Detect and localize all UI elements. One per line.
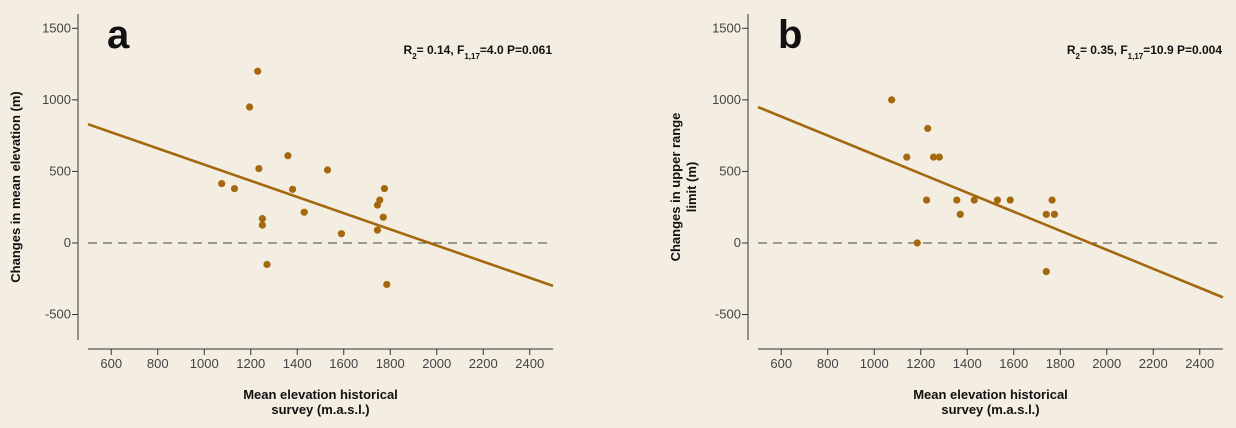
stats-annotation: R2= 0.14, F1,17=4.0 P=0.061 bbox=[404, 43, 553, 61]
data-point bbox=[935, 153, 943, 161]
data-point bbox=[993, 196, 1002, 204]
data-point bbox=[379, 213, 387, 221]
data-point bbox=[337, 230, 346, 238]
y-tick-label: 1500 bbox=[42, 20, 71, 35]
data-point bbox=[1006, 196, 1014, 204]
regression-line bbox=[757, 105, 1224, 299]
stat-text: = 0.14, F bbox=[417, 43, 465, 57]
data-point bbox=[1042, 210, 1050, 218]
stat-text: R bbox=[1067, 43, 1076, 57]
stat-subscript: 1,17 bbox=[1128, 52, 1144, 61]
data-point bbox=[953, 196, 961, 204]
data-point bbox=[380, 184, 389, 193]
stat-text: = 0.35, F bbox=[1080, 43, 1128, 57]
x-axis-title: survey (m.a.s.l.) bbox=[271, 402, 369, 417]
y-tick-label: -500 bbox=[45, 307, 71, 322]
data-point bbox=[258, 221, 266, 229]
panel-a: -500 0 500 1000 1500 600 800 1000 1200 1400 1600 18… bbox=[8, 13, 554, 417]
y-tick-label: 0 bbox=[734, 235, 741, 250]
regression-line bbox=[87, 122, 554, 288]
stat-text: =4.0 P=0.061 bbox=[480, 43, 552, 57]
x-tick-label: 1200 bbox=[236, 356, 265, 371]
x-tick-label: 2200 bbox=[1139, 356, 1168, 371]
x-tick-label: 1400 bbox=[953, 356, 982, 371]
data-point bbox=[300, 208, 308, 216]
data-point bbox=[913, 239, 921, 247]
panel-b: -500 0 500 1000 1500 600 800 1000 1200 1400 1600 18… bbox=[668, 13, 1224, 417]
data-point bbox=[258, 215, 266, 223]
y-tick-label: 1000 bbox=[42, 92, 71, 107]
data-point bbox=[1050, 210, 1059, 218]
x-tick-label: 2000 bbox=[422, 356, 451, 371]
x-axis-title: survey (m.a.s.l.) bbox=[941, 402, 1039, 417]
stat-text: =10.9 P=0.004 bbox=[1143, 43, 1222, 57]
data-point bbox=[1042, 268, 1050, 276]
stat-subscript: 2 bbox=[412, 52, 417, 61]
x-tick-label: 1400 bbox=[283, 356, 312, 371]
x-tick-label: 1000 bbox=[190, 356, 219, 371]
data-point bbox=[956, 210, 964, 218]
data-point bbox=[924, 124, 932, 133]
data-point bbox=[373, 226, 382, 234]
y-tick-label: 1500 bbox=[712, 20, 741, 35]
y-tick-label: -500 bbox=[715, 307, 741, 322]
data-point bbox=[289, 185, 297, 193]
x-tick-label: 2200 bbox=[469, 356, 498, 371]
data-point bbox=[323, 166, 332, 174]
x-tick-label: 1200 bbox=[906, 356, 935, 371]
stat-subscript: 1,17 bbox=[464, 52, 480, 61]
data-point bbox=[263, 260, 271, 269]
data-point bbox=[254, 67, 262, 75]
data-point bbox=[218, 179, 226, 188]
data-point bbox=[284, 152, 292, 160]
y-axis-title: Changes in mean elevation (m) bbox=[8, 91, 23, 282]
x-tick-label: 1800 bbox=[1046, 356, 1075, 371]
x-tick-label: 800 bbox=[147, 356, 169, 371]
x-tick-label: 1000 bbox=[860, 356, 889, 371]
y-tick-label: 500 bbox=[49, 163, 71, 178]
y-axis-title: Changes in upper range bbox=[668, 113, 683, 262]
data-point bbox=[888, 96, 896, 104]
x-tick-label: 1800 bbox=[376, 356, 405, 371]
y-tick-label: 1000 bbox=[712, 92, 741, 107]
data-point bbox=[922, 196, 931, 204]
x-tick-label: 800 bbox=[817, 356, 839, 371]
y-tick-label: 0 bbox=[64, 235, 71, 250]
x-tick-label: 1600 bbox=[329, 356, 358, 371]
data-point bbox=[970, 196, 978, 204]
stat-text: R bbox=[404, 43, 413, 57]
stat-subscript: 2 bbox=[1076, 52, 1081, 61]
data-point bbox=[383, 280, 391, 289]
x-tick-label: 2000 bbox=[1092, 356, 1121, 371]
panel-letter: b bbox=[778, 13, 802, 57]
x-axis-title: Mean elevation historical bbox=[243, 387, 398, 402]
x-axis-title: Mean elevation historical bbox=[913, 387, 1068, 402]
data-point bbox=[376, 196, 384, 204]
data-point bbox=[255, 164, 263, 173]
data-point bbox=[929, 153, 938, 161]
panel-letter: a bbox=[107, 13, 130, 57]
x-tick-label: 1600 bbox=[999, 356, 1028, 371]
x-tick-label: 600 bbox=[100, 356, 122, 371]
y-axis-title: limit (m) bbox=[684, 162, 699, 213]
data-point bbox=[245, 103, 254, 111]
x-tick-label: 2400 bbox=[1185, 356, 1214, 371]
data-point bbox=[903, 153, 911, 161]
x-tick-label: 2400 bbox=[515, 356, 544, 371]
x-tick-label: 600 bbox=[770, 356, 792, 371]
stats-annotation: R2= 0.35, F1,17=10.9 P=0.004 bbox=[1067, 43, 1222, 61]
data-point bbox=[230, 184, 239, 193]
y-tick-label: 500 bbox=[719, 163, 741, 178]
data-point bbox=[1048, 196, 1056, 204]
